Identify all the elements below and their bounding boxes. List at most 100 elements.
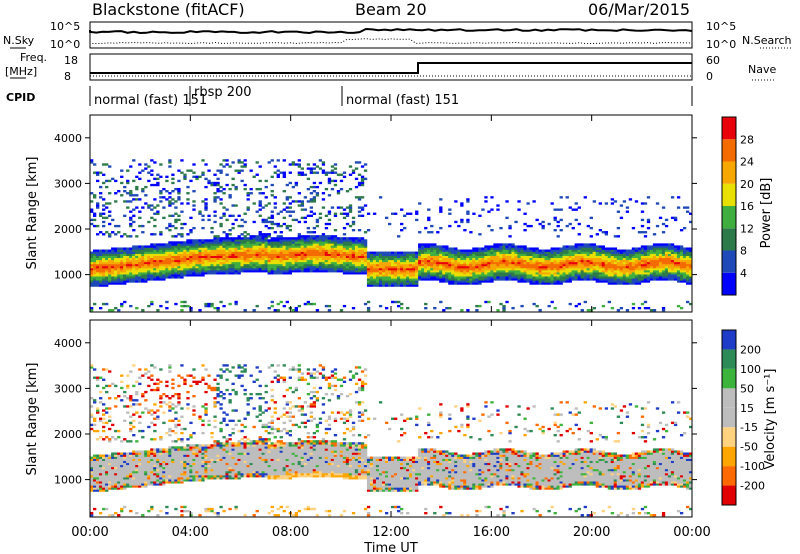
power-cell [162, 216, 166, 220]
power-cell [598, 202, 602, 205]
power-cell [403, 263, 407, 267]
power-cell [195, 253, 199, 256]
power-cell [222, 257, 226, 261]
power-cell [499, 253, 503, 256]
velocity-cell [96, 479, 100, 482]
velocity-cell [93, 483, 97, 486]
velocity-cell [96, 468, 100, 472]
power-cell [294, 241, 298, 244]
power-cell [315, 220, 320, 224]
power-cell [649, 263, 654, 267]
power-cell [415, 282, 419, 285]
power-cell [679, 280, 684, 283]
power-cell [381, 253, 386, 256]
power-cell [240, 265, 244, 269]
power-cell [616, 257, 621, 261]
power-cell [138, 171, 142, 174]
freq-label-line1: Freq. [20, 51, 47, 64]
power-cell [499, 226, 503, 230]
power-cell [433, 265, 437, 269]
power-cell [391, 276, 395, 279]
power-cell [180, 210, 184, 213]
power-cell [658, 245, 663, 248]
power-cell [463, 229, 467, 232]
power-cell [439, 261, 443, 265]
power-cell [246, 241, 250, 244]
power-cell [676, 255, 681, 259]
power-cell [309, 210, 314, 213]
power-cell [439, 247, 443, 250]
power-cell [655, 263, 660, 267]
power-cell [228, 196, 232, 199]
power-cell [418, 247, 422, 250]
power-cell [153, 276, 157, 279]
power-cell [439, 257, 443, 261]
velocity-cell [90, 460, 94, 464]
power-cell [204, 272, 208, 275]
power-cell [529, 259, 533, 263]
power-cell [472, 212, 476, 215]
power-cell [508, 226, 512, 230]
power-cell [285, 237, 289, 240]
power-cell [189, 251, 193, 254]
velocity-cell [105, 390, 109, 394]
power-cell [463, 253, 467, 256]
power-cell [568, 265, 572, 269]
power-cell [439, 280, 443, 283]
power-cell [192, 265, 196, 269]
power-cell [279, 210, 283, 213]
power-cell [114, 200, 118, 203]
power-cell [448, 274, 452, 277]
power-cell [418, 245, 422, 248]
power-cell [351, 237, 356, 240]
power-cell [273, 267, 277, 271]
power-cell [679, 261, 684, 265]
power-cell [649, 261, 654, 265]
power-cell [162, 276, 166, 279]
power-cell [201, 265, 205, 269]
power-cell [99, 259, 103, 263]
velocity-cell [132, 468, 136, 472]
power-cell [610, 306, 615, 310]
power-cell [580, 274, 584, 277]
power-cell [664, 276, 669, 279]
power-cell [631, 282, 636, 285]
power-cell [445, 251, 449, 254]
power-cell [171, 224, 175, 228]
power-cell [511, 278, 515, 281]
power-cell [409, 259, 413, 263]
velocity-cell [111, 423, 115, 427]
power-cell [616, 267, 621, 271]
power-cell [592, 251, 596, 254]
power-cell [342, 265, 347, 269]
power-cell [201, 251, 205, 254]
power-cell [400, 259, 404, 263]
power-cell [219, 259, 223, 263]
power-cell [228, 214, 232, 217]
power-cell [228, 265, 232, 269]
power-cell [141, 309, 145, 312]
power-cell [475, 282, 479, 285]
power-cell [267, 306, 271, 310]
power-cell [430, 231, 434, 234]
power-cell [282, 202, 286, 205]
power-cell [180, 253, 184, 256]
power-cell [589, 261, 593, 265]
power-cell [198, 210, 202, 213]
power-cell [159, 245, 163, 248]
power-cell [96, 251, 100, 254]
power-cell [111, 218, 115, 222]
power-cell [463, 267, 467, 271]
power-cell [105, 272, 109, 275]
power-cell [201, 253, 205, 256]
power-cell [123, 247, 127, 250]
power-cell [225, 247, 229, 250]
power-cell [282, 261, 286, 265]
velocity-cell [105, 436, 109, 439]
power-cell [339, 179, 344, 183]
power-cell [511, 245, 515, 248]
power-cell [279, 249, 283, 252]
power-cell [457, 265, 461, 269]
power-cell [354, 196, 359, 199]
power-cell [339, 255, 344, 259]
